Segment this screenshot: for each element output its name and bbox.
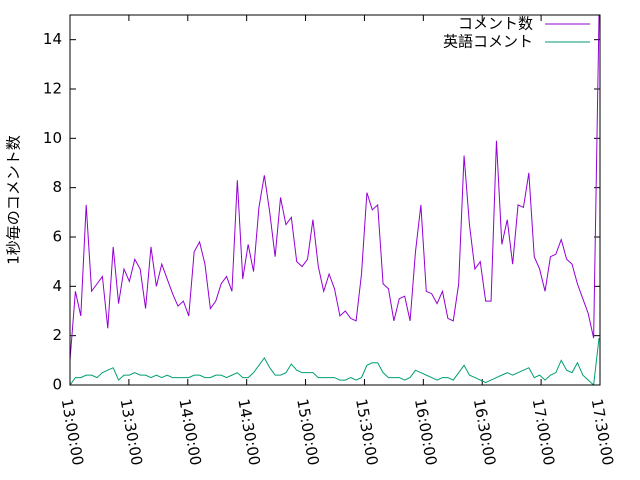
x-tick-label: 15:30:00: [352, 397, 381, 466]
y-tick-label: 0: [52, 376, 62, 394]
x-tick-label: 15:00:00: [293, 397, 322, 466]
y-tick-label: 4: [52, 277, 62, 295]
x-tick-label: 17:30:00: [588, 397, 617, 466]
y-axis-label: 1秒毎のコメント数: [5, 135, 23, 265]
x-tick-label: 13:00:00: [58, 397, 87, 466]
x-tick-label: 13:30:00: [117, 397, 146, 466]
legend-label: 英語コメント: [443, 33, 533, 51]
plot-border: [69, 14, 601, 386]
series-line: [70, 338, 600, 385]
x-tick-label: 17:00:00: [529, 397, 558, 466]
x-tick-label: 16:30:00: [470, 397, 499, 466]
plot-area: [70, 15, 600, 385]
y-tick-label: 10: [43, 129, 62, 147]
y-tick-label: 6: [52, 228, 62, 246]
y-tick-label: 2: [52, 326, 62, 344]
legend-label: コメント数: [458, 15, 533, 33]
y-tick-label: 14: [43, 30, 62, 48]
y-tick-label: 12: [43, 80, 62, 98]
x-tick-label: 14:00:00: [175, 397, 204, 466]
y-tick-label: 8: [52, 178, 62, 196]
series-line: [70, 15, 600, 361]
x-tick-label: 14:30:00: [234, 397, 263, 466]
x-tick-label: 16:00:00: [411, 397, 440, 466]
